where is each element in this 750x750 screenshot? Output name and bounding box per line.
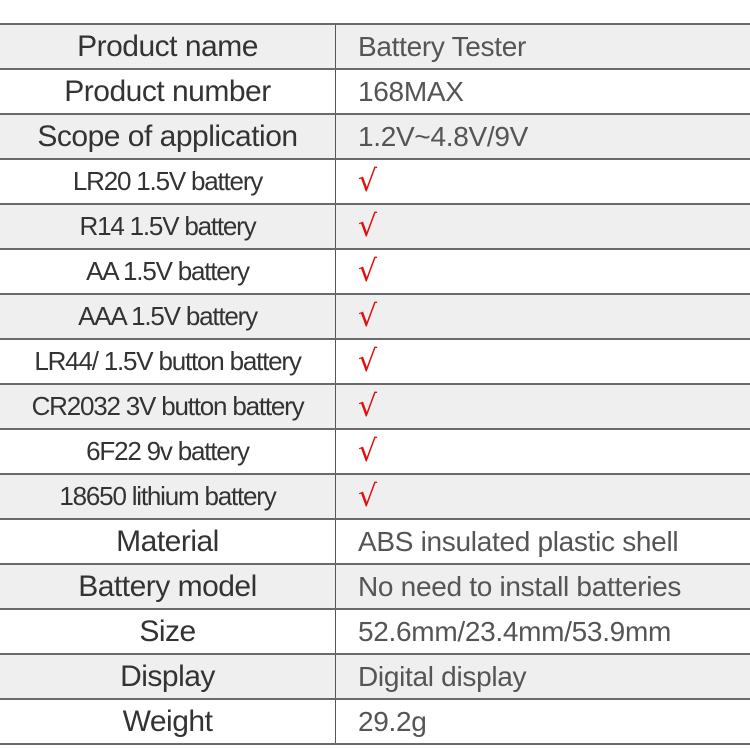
spec-label: Material: [0, 518, 336, 565]
spec-row: Weight 29.2g: [0, 698, 750, 745]
spec-value: 1.2V~4.8V/9V: [335, 113, 750, 160]
spec-row: Display Digital display: [0, 653, 750, 700]
check-mark-icon: √: [358, 164, 377, 199]
spec-row: 6F22 9v battery √: [0, 428, 750, 475]
check-mark-icon: √: [358, 479, 377, 514]
spec-row: Material ABS insulated plastic shell: [0, 518, 750, 565]
spec-row: LR20 1.5V battery √: [0, 158, 750, 205]
check-mark-icon: √: [358, 254, 377, 289]
spec-label: Product name: [0, 23, 336, 70]
spec-value: √: [335, 383, 750, 430]
check-mark-icon: √: [358, 209, 377, 244]
spec-label: 6F22 9v battery: [0, 428, 336, 475]
spec-label: Weight: [0, 698, 336, 745]
spec-label: AAA 1.5V battery: [0, 293, 336, 340]
spec-label: R14 1.5V battery: [0, 203, 336, 250]
spec-row: AAA 1.5V battery √: [0, 293, 750, 340]
spec-label: LR44/ 1.5V button battery: [0, 338, 336, 385]
check-mark-icon: √: [358, 299, 377, 334]
spec-value: Digital display: [335, 653, 750, 700]
spec-label: Product number: [0, 68, 336, 115]
spec-value: ABS insulated plastic shell: [335, 518, 750, 565]
spec-label: CR2032 3V button battery: [0, 383, 336, 430]
spec-label: AA 1.5V battery: [0, 248, 336, 295]
spec-value: √: [335, 428, 750, 475]
spec-value: No need to install batteries: [335, 563, 750, 610]
spec-label: Battery model: [0, 563, 336, 610]
spec-row: CR2032 3V button battery √: [0, 383, 750, 430]
spec-row: Battery model No need to install batterie…: [0, 563, 750, 610]
spec-row: LR44/ 1.5V button battery √: [0, 338, 750, 385]
spec-table: Product name Battery Tester Product number…: [0, 23, 750, 745]
spec-row: Scope of application 1.2V~4.8V/9V: [0, 113, 750, 160]
spec-label: Scope of application: [0, 113, 336, 160]
spec-label: Size: [0, 608, 336, 655]
spec-value: √: [335, 158, 750, 205]
spec-row: 18650 lithium battery √: [0, 473, 750, 520]
spec-value: √: [335, 293, 750, 340]
spec-value: 168MAX: [335, 68, 750, 115]
spec-value: √: [335, 473, 750, 520]
spec-label: Display: [0, 653, 336, 700]
spec-row: Size 52.6mm/23.4mm/53.9mm: [0, 608, 750, 655]
spec-label: LR20 1.5V battery: [0, 158, 336, 205]
spec-row: AA 1.5V battery √: [0, 248, 750, 295]
spec-label: 18650 lithium battery: [0, 473, 336, 520]
check-mark-icon: √: [358, 389, 377, 424]
spec-value: √: [335, 203, 750, 250]
spec-row: Product name Battery Tester: [0, 23, 750, 70]
check-mark-icon: √: [358, 434, 377, 469]
spec-row: R14 1.5V battery √: [0, 203, 750, 250]
spec-value: 52.6mm/23.4mm/53.9mm: [335, 608, 750, 655]
spec-value: Battery Tester: [335, 23, 750, 70]
spec-value: 29.2g: [335, 698, 750, 745]
spec-row: Product number 168MAX: [0, 68, 750, 115]
spec-value: √: [335, 338, 750, 385]
spec-value: √: [335, 248, 750, 295]
check-mark-icon: √: [358, 344, 377, 379]
